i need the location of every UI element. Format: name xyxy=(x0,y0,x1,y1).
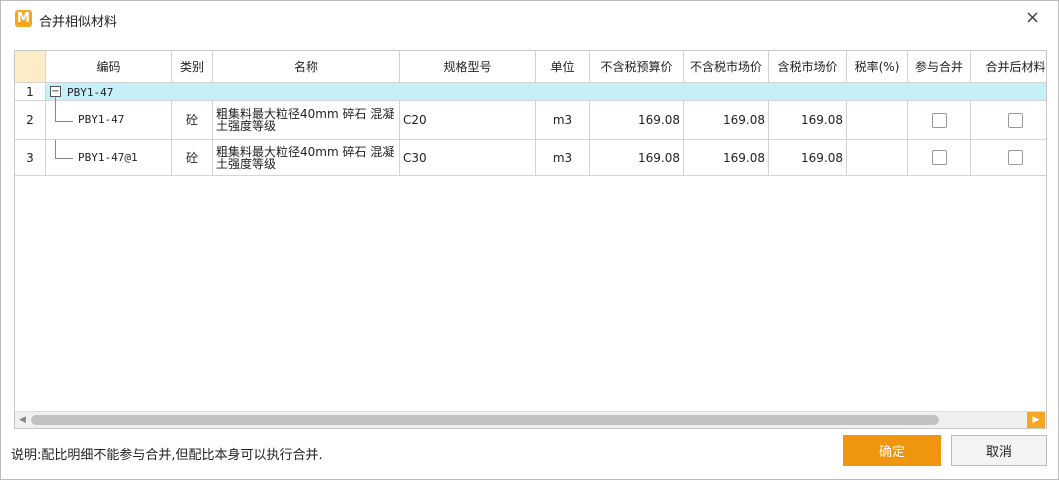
cell-unit: m3 xyxy=(536,101,590,140)
corner-cell xyxy=(15,51,46,83)
cell-merged_material xyxy=(971,140,1046,176)
cell-spec: C20 xyxy=(400,101,536,140)
row-number: 3 xyxy=(15,140,46,176)
cell-merged_material xyxy=(971,101,1046,140)
cell-tax_rate xyxy=(847,140,908,176)
cell-budget_price: 169.08 xyxy=(590,140,684,176)
column-header: 不含税预算价 xyxy=(590,51,684,83)
column-header: 含税市场价 xyxy=(769,51,847,83)
scroll-left[interactable]: ◀ xyxy=(19,415,26,425)
cell-name: 粗集料最大粒径40mm 碎石 混凝土强度等级 xyxy=(213,101,400,140)
cell-tax_rate xyxy=(847,101,908,140)
cell-code: PBY1-47@1 xyxy=(46,140,172,176)
column-header: 不含税市场价 xyxy=(684,51,769,83)
cell-name: 粗集料最大粒径40mm 碎石 混凝土强度等级 xyxy=(213,140,400,176)
column-header: 编码 xyxy=(46,51,172,83)
checkbox[interactable] xyxy=(931,150,947,165)
cell-tax_market_price: 169.08 xyxy=(769,101,847,140)
horizontal-scrollbar[interactable]: ◀ ▶ xyxy=(15,411,1046,428)
table: 编码 类别 名称 规格型号 单位 不含税预算价 不含税市场价 含税市场价 税率(%) 参与合并 合并… xyxy=(14,50,1047,429)
cell-code: PBY1-47 xyxy=(46,101,172,140)
group-code: PBY1-47 xyxy=(67,86,114,99)
ok-button[interactable]: 确定 xyxy=(843,435,941,466)
row-number: 1 xyxy=(15,83,46,101)
row-number: 2 xyxy=(15,101,46,140)
scroll-right[interactable]: ▶ xyxy=(1027,412,1045,428)
cell-category: 砼 xyxy=(172,140,213,176)
code-text: PBY1-47@1 xyxy=(78,150,138,164)
checkbox[interactable] xyxy=(1008,150,1023,165)
column-header: 规格型号 xyxy=(400,51,536,83)
cell-merge xyxy=(908,140,971,176)
note: 说明:配比明细不能参与合并,但配比本身可以执行合并. xyxy=(11,448,323,463)
checkbox[interactable] xyxy=(931,112,947,128)
column-header: 名称 xyxy=(213,51,400,83)
checkbox[interactable] xyxy=(1008,112,1023,128)
tree-line xyxy=(55,97,56,121)
cell-budget_price: 169.08 xyxy=(590,101,684,140)
column-header: 单位 xyxy=(536,51,590,83)
tree-line xyxy=(55,158,73,159)
tree-line xyxy=(55,140,56,158)
scroll-thumb[interactable] xyxy=(31,415,939,425)
cancel-button[interactable]: 取消 xyxy=(951,435,1047,466)
cell-merge xyxy=(908,101,971,140)
cell-spec: C30 xyxy=(400,140,536,176)
column-header: 类别 xyxy=(172,51,213,83)
cell-market_price: 169.08 xyxy=(684,101,769,140)
column-header: 合并后材料 xyxy=(971,51,1046,83)
cell-unit: m3 xyxy=(536,140,590,176)
tree-line xyxy=(55,120,73,122)
app-icon: M xyxy=(15,10,32,27)
cell-category: 砼 xyxy=(172,101,213,140)
column-header: 税率(%) xyxy=(847,51,908,83)
cell-tax_market_price: 169.08 xyxy=(769,140,847,176)
dialog-title: 合并相似材料 xyxy=(39,15,118,30)
column-header: 参与合并 xyxy=(908,51,971,83)
cell-market_price: 169.08 xyxy=(684,140,769,176)
collapse-toggle[interactable]: − xyxy=(50,86,61,97)
group-row xyxy=(46,83,1046,101)
close-button[interactable]: × xyxy=(1025,7,1041,28)
code-text: PBY1-47 xyxy=(78,113,125,126)
